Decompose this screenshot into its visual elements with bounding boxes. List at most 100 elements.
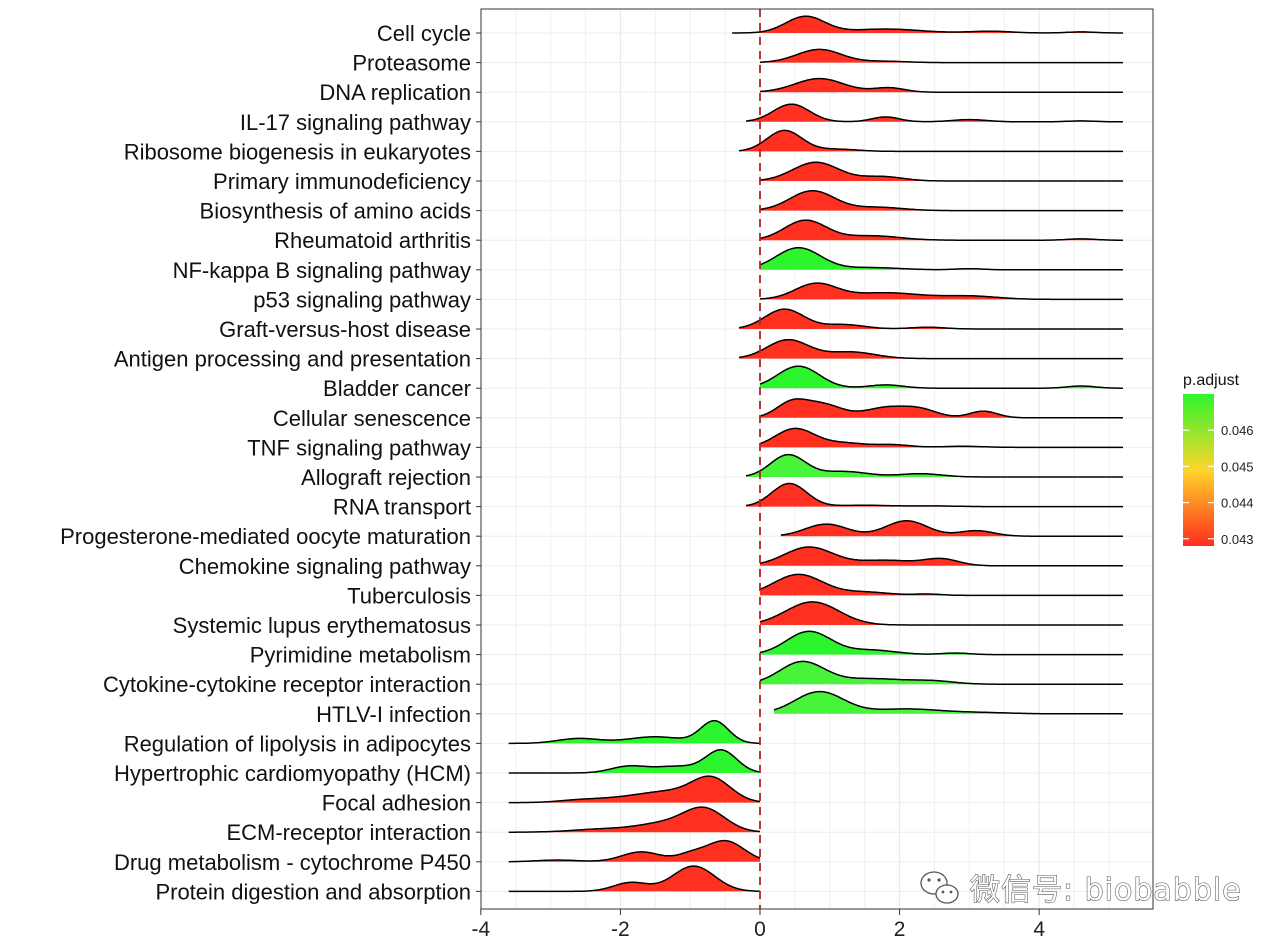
ridge-outline bbox=[745, 103, 1123, 123]
ridge-outline bbox=[759, 398, 1123, 419]
ridge-fill bbox=[774, 691, 1123, 714]
y-tick-label: Cellular senescence bbox=[273, 406, 471, 431]
ridge-fill bbox=[760, 283, 1123, 300]
ridge-cell-cycle bbox=[732, 15, 1123, 34]
y-tick-label: Cell cycle bbox=[377, 21, 471, 46]
ridges bbox=[508, 15, 1123, 893]
ridge-outline bbox=[759, 161, 1123, 182]
y-axis-labels: Cell cycle Proteasome DNA replication IL-17… bbox=[60, 21, 481, 904]
watermark-text: 微信号: biobabble bbox=[970, 873, 1242, 908]
y-tick-label: RNA transport bbox=[333, 495, 471, 520]
ridge-primary-immunodeficiency bbox=[759, 161, 1123, 182]
ridge-fill bbox=[508, 807, 760, 833]
ridge-biosynthesis-of-amino-acids bbox=[759, 189, 1123, 212]
ridge-outline bbox=[759, 365, 1123, 389]
ridge-outline bbox=[780, 520, 1123, 537]
ridge-outline bbox=[508, 719, 760, 745]
ridge-proteasome bbox=[760, 48, 1123, 64]
ridge-fill bbox=[760, 601, 1123, 625]
ridge-hypertrophic-cardiomyopathy-hcm- bbox=[508, 749, 761, 774]
ridge-tnf-signaling-pathway bbox=[759, 427, 1123, 449]
ridge-fill bbox=[760, 366, 1123, 389]
panel-background bbox=[481, 9, 1153, 909]
ridge-outline bbox=[759, 630, 1123, 656]
ridge-htlv-i-infection bbox=[773, 690, 1123, 715]
ridge-outline bbox=[759, 601, 1123, 626]
ridge-outline bbox=[759, 246, 1123, 271]
ridge-focal-adhesion bbox=[508, 775, 761, 804]
ridge-fill bbox=[746, 483, 1123, 507]
y-tick-label: Rheumatoid arthritis bbox=[274, 228, 471, 253]
ridge-fill bbox=[760, 428, 1123, 448]
ridge-nf-kappa-b-signaling-pathway bbox=[759, 246, 1123, 271]
ridge-outline bbox=[759, 77, 1123, 93]
legend-tick-label: 0.044 bbox=[1221, 496, 1254, 511]
ridge-outline bbox=[508, 839, 761, 863]
legend: p.adjust 0.043 0.044 0.045 0.046 bbox=[1183, 372, 1254, 547]
legend-tick-label: 0.043 bbox=[1221, 532, 1254, 547]
ridge-outline bbox=[773, 690, 1123, 715]
ridge-outline bbox=[738, 338, 1123, 360]
x-tick-label: 0 bbox=[754, 918, 766, 941]
y-tick-label: Bladder cancer bbox=[323, 376, 471, 401]
ridge-bladder-cancer bbox=[759, 365, 1123, 389]
y-tick-label: ECM-receptor interaction bbox=[226, 820, 471, 845]
legend-colorbar bbox=[1183, 394, 1214, 546]
ridge-p53-signaling-pathway bbox=[760, 282, 1123, 301]
legend-ticks: 0.043 0.044 0.045 0.046 bbox=[1183, 423, 1254, 547]
y-tick-label: HTLV-I infection bbox=[316, 702, 471, 727]
y-tick-label: NF-kappa B signaling pathway bbox=[173, 258, 471, 283]
x-tick-label: 4 bbox=[1033, 918, 1045, 941]
y-tick-label: Drug metabolism - cytochrome P450 bbox=[114, 850, 471, 875]
ridge-outline bbox=[760, 282, 1123, 301]
x-tick-label: -2 bbox=[611, 918, 630, 941]
y-tick-label: Ribosome biogenesis in eukaryotes bbox=[124, 139, 471, 164]
ridge-dna-replication bbox=[759, 77, 1123, 93]
ridge-outline bbox=[732, 15, 1123, 34]
ridge-graft-versus-host-disease bbox=[738, 308, 1123, 330]
x-tick-label: -4 bbox=[471, 918, 490, 941]
y-tick-label: p53 signaling pathway bbox=[253, 287, 471, 312]
ridge-outline bbox=[508, 865, 760, 893]
ridge-cellular-senescence bbox=[759, 398, 1123, 419]
ridge-fill bbox=[508, 776, 760, 803]
x-tick-label: 2 bbox=[894, 918, 906, 941]
ridge-pyrimidine-metabolism bbox=[759, 630, 1123, 656]
y-tick-label: Primary immunodeficiency bbox=[213, 169, 471, 194]
ridge-outline bbox=[759, 189, 1123, 212]
ridge-outline bbox=[508, 775, 761, 804]
y-tick-label: Cytokine-cytokine receptor interaction bbox=[103, 672, 471, 697]
ridge-fill bbox=[760, 661, 1123, 685]
ridge-antigen-processing-and-presentation bbox=[738, 338, 1123, 360]
ridge-ribosome-biogenesis-in-eukaryotes bbox=[738, 129, 1123, 153]
x-axis: -4 -2 0 2 4 bbox=[471, 909, 1045, 941]
ridge-fill bbox=[508, 866, 760, 892]
ridge-fill bbox=[760, 162, 1123, 181]
ridge-fill bbox=[760, 247, 1123, 270]
y-tick-label: Hypertrophic cardiomyopathy (HCM) bbox=[114, 761, 471, 786]
ridge-outline bbox=[760, 48, 1123, 64]
legend-tick-label: 0.045 bbox=[1221, 459, 1254, 474]
y-tick-label: Protein digestion and absorption bbox=[155, 879, 471, 904]
ridge-chemokine-signaling-pathway bbox=[759, 546, 1123, 567]
ridge-fill bbox=[760, 574, 1123, 596]
legend-tick-label: 0.046 bbox=[1221, 423, 1254, 438]
ridge-systemic-lupus-erythematosus bbox=[759, 601, 1123, 626]
ridge-outline bbox=[759, 660, 1123, 685]
ridge-drug-metabolism-cytochrome-p450 bbox=[508, 839, 761, 863]
ridge-outline bbox=[738, 129, 1123, 153]
ridge-outline bbox=[738, 308, 1123, 330]
y-tick-label: Regulation of lipolysis in adipocytes bbox=[124, 731, 471, 756]
y-tick-label: Focal adhesion bbox=[322, 791, 471, 816]
ridge-outline bbox=[759, 219, 1123, 241]
ridge-fill bbox=[760, 49, 1123, 63]
y-tick-label: Allograft rejection bbox=[301, 465, 471, 490]
ridge-outline bbox=[759, 427, 1123, 449]
wechat-icon bbox=[920, 871, 959, 904]
ridge-fill bbox=[508, 720, 760, 744]
y-tick-label: Progesterone-mediated oocyte maturation bbox=[60, 524, 471, 549]
ridge-outline bbox=[745, 453, 1123, 478]
ridge-fill bbox=[739, 339, 1123, 359]
y-tick-label: Biosynthesis of amino acids bbox=[200, 199, 471, 224]
